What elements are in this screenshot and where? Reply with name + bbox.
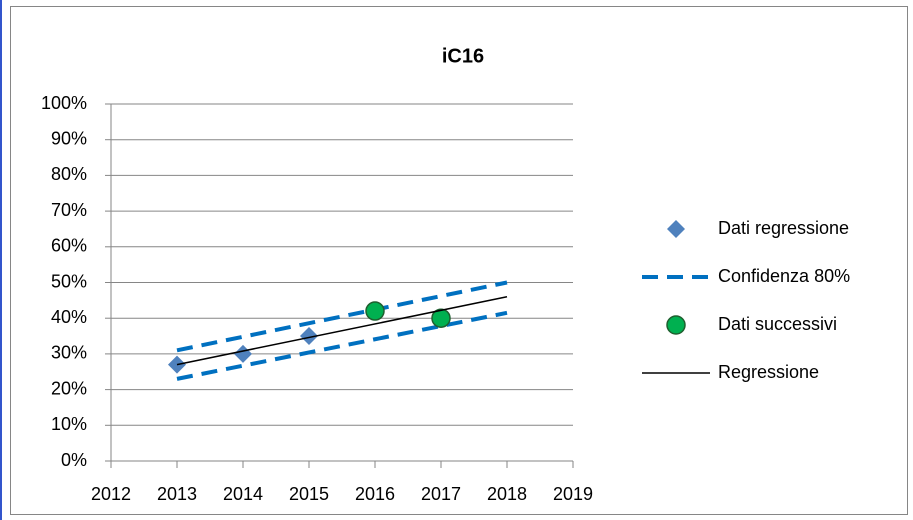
x-tick-label: 2013 bbox=[157, 484, 197, 504]
y-tick-label: 20% bbox=[51, 378, 87, 398]
x-tick-label: 2019 bbox=[553, 484, 593, 504]
x-tick-label: 2014 bbox=[223, 484, 263, 504]
y-tick-label: 100% bbox=[41, 93, 87, 113]
regression-line bbox=[176, 296, 508, 366]
confidence-upper bbox=[176, 280, 508, 353]
legend-label: Confidenza 80% bbox=[718, 266, 850, 286]
circle-marker bbox=[431, 308, 451, 328]
y-tick-label: 10% bbox=[51, 414, 87, 434]
x-tick-label: 2018 bbox=[487, 484, 527, 504]
y-tick-label: 90% bbox=[51, 128, 87, 148]
legend-label: Regressione bbox=[718, 362, 819, 382]
y-tick-label: 60% bbox=[51, 236, 87, 256]
y-tick-label: 70% bbox=[51, 200, 87, 220]
y-tick-label: 30% bbox=[51, 343, 87, 363]
x-tick-label: 2015 bbox=[289, 484, 329, 504]
circle-marker bbox=[365, 301, 385, 321]
circle-marker bbox=[666, 315, 686, 335]
confidence-lower bbox=[176, 310, 508, 381]
x-tick-label: 2012 bbox=[91, 484, 131, 504]
y-tick-label: 80% bbox=[51, 164, 87, 184]
diamond-marker bbox=[300, 327, 318, 346]
y-tick-label: 0% bbox=[61, 450, 87, 470]
diamond-marker bbox=[667, 220, 685, 238]
y-tick-label: 40% bbox=[51, 307, 87, 327]
chart-title: iC16 bbox=[442, 45, 484, 67]
x-tick-label: 2016 bbox=[355, 484, 395, 504]
chart-frame bbox=[10, 6, 908, 515]
legend-label: Dati successivi bbox=[718, 314, 837, 334]
legend-label: Dati regressione bbox=[718, 218, 849, 238]
x-tick-label: 2017 bbox=[421, 484, 461, 504]
y-tick-label: 50% bbox=[51, 271, 87, 291]
